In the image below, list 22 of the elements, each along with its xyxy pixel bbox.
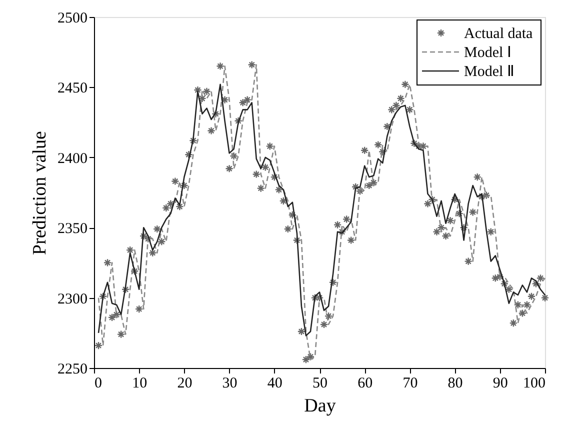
x-tick-label: 50 bbox=[312, 376, 328, 392]
x-tick-label: 60 bbox=[358, 376, 373, 392]
legend-label: Model Ⅰ bbox=[464, 45, 511, 61]
y-tick-label: 2450 bbox=[58, 80, 88, 97]
y-tick-label: 2300 bbox=[58, 291, 88, 308]
x-tick-label: 40 bbox=[267, 376, 282, 392]
x-tick-label: 10 bbox=[132, 376, 148, 392]
x-tick-label: 0 bbox=[94, 376, 102, 392]
y-axis-title: Prediction value bbox=[30, 131, 50, 255]
y-tick-label: 2500 bbox=[58, 10, 88, 26]
x-tick-label: 30 bbox=[222, 376, 238, 392]
legend-label: Actual data bbox=[464, 26, 534, 42]
y-tick-label: 2400 bbox=[58, 150, 88, 167]
x-tick-label: 20 bbox=[177, 376, 192, 392]
y-tick-label: 2350 bbox=[58, 221, 88, 238]
x-tick-label: 70 bbox=[402, 376, 418, 392]
x-tick-label: 90 bbox=[492, 376, 508, 392]
x-axis-title: Day bbox=[304, 396, 336, 416]
x-tick-label: 80 bbox=[448, 376, 463, 392]
x-tick-label: 100 bbox=[523, 376, 546, 392]
legend-label: Model Ⅱ bbox=[464, 64, 514, 80]
y-tick-label: 2250 bbox=[58, 362, 88, 378]
